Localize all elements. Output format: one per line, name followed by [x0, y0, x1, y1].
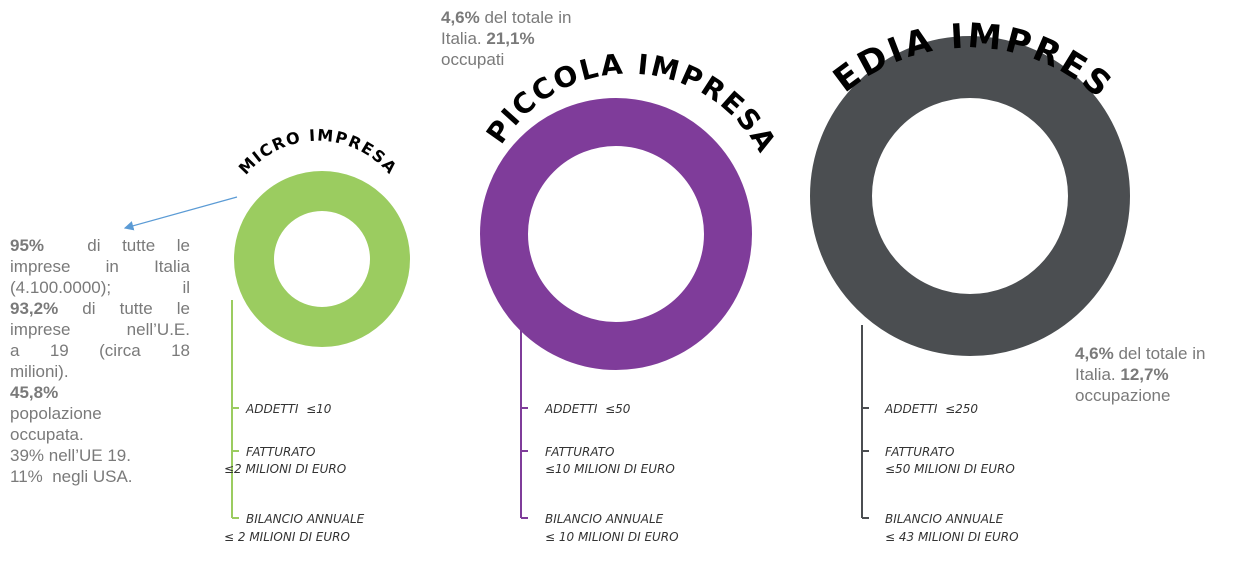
piccola-ring: [480, 98, 752, 370]
micro-criteria: [231, 300, 239, 519]
micro-note-text: di tutte le: [82, 299, 190, 318]
piccola-note-text: del totale in: [479, 8, 572, 27]
piccola-pct-employed: 21,1%: [486, 29, 535, 48]
piccola-pct-total: 4,6%: [441, 8, 480, 27]
media-criteria: [861, 325, 869, 519]
piccola-criteria: [520, 320, 528, 519]
piccola-criterion-bilancio-value: ≤ 10 MILIONI DI EURO: [545, 530, 679, 544]
micro-ring: [234, 171, 410, 347]
piccola-criterion-bilancio: BILANCIO ANNUALE: [545, 512, 664, 526]
piccola-note-text: Italia.: [441, 29, 487, 48]
micro-criterion-fatturato: FATTURATO: [246, 445, 315, 459]
media-criterion-fatturato: FATTURATO: [885, 445, 954, 459]
micro-note-line: popolazione: [10, 404, 102, 423]
micro-pct-eu: 93,2%: [10, 299, 59, 318]
media-criterion-bilancio-value: ≤ 43 MILIONI DI EURO: [885, 530, 1019, 544]
micro-criterion-addetti: ADDETTI ≤10: [245, 402, 332, 416]
micro-note-line: a 19 (circa 18: [10, 341, 190, 360]
micro-note-line: imprese in Italia: [10, 257, 190, 276]
micro-note-line: 93,2% di tutte le: [10, 298, 190, 319]
micro-note-line: (4.100.0000); il: [10, 278, 190, 297]
piccola-statistics-note: 4,6% del totale in Italia. 21,1% occupat…: [441, 7, 641, 70]
micro-note-text: di tutte le: [87, 236, 190, 255]
micro-note-line: milioni).: [10, 362, 69, 381]
media-criterion-bilancio: BILANCIO ANNUALE: [885, 512, 1004, 526]
micro-statistics-note: 95% di tutte le imprese in Italia (4.100…: [10, 235, 190, 487]
micro-note-line: 95% di tutte le: [10, 235, 190, 256]
media-ring: [810, 36, 1130, 356]
micro-criterion-fatturato-value: ≤2 MILIONI DI EURO: [224, 462, 346, 476]
piccola-criterion-fatturato: FATTURATO: [545, 445, 614, 459]
piccola-criterion-fatturato-value: ≤10 MILIONI DI EURO: [545, 462, 675, 476]
micro-pct-employed: 45,8%: [10, 383, 59, 402]
media-note-text: occupazione: [1075, 386, 1171, 405]
micro-criterion-bilancio: BILANCIO ANNUALE: [246, 512, 365, 526]
media-pct-total: 4,6%: [1075, 344, 1114, 363]
media-criterion-fatturato-value: ≤50 MILIONI DI EURO: [885, 462, 1015, 476]
micro-pct-firms: 95%: [10, 236, 45, 255]
piccola-criterion-addetti: ADDETTI ≤50: [544, 402, 631, 416]
media-statistics-note: 4,6% del totale in Italia. 12,7% occupaz…: [1075, 343, 1256, 406]
media-note-text: del totale in: [1113, 344, 1206, 363]
media-pct-employed: 12,7%: [1120, 365, 1169, 384]
micro-note-line: occupata.: [10, 425, 84, 444]
micro-criterion-bilancio-value: ≤ 2 MILIONI DI EURO: [224, 530, 350, 544]
micro-note-line: 11% negli USA.: [10, 467, 133, 486]
micro-arrow: [123, 196, 238, 231]
piccola-impresa-group: PICCOLA IMPRESA ADDETTI ≤50 FATTURATO ≤1…: [480, 47, 782, 544]
piccola-note-text: occupati: [441, 50, 505, 69]
media-note-text: Italia.: [1075, 365, 1121, 384]
micro-note-line: 45,8%: [10, 382, 190, 403]
micro-note-line: 39% nell’UE 19.: [10, 446, 131, 465]
media-criterion-addetti: ADDETTI ≤250: [884, 402, 978, 416]
micro-note-line: imprese nell’U.E.: [10, 320, 190, 339]
micro-title: MICRO IMPRESA: [235, 125, 401, 178]
